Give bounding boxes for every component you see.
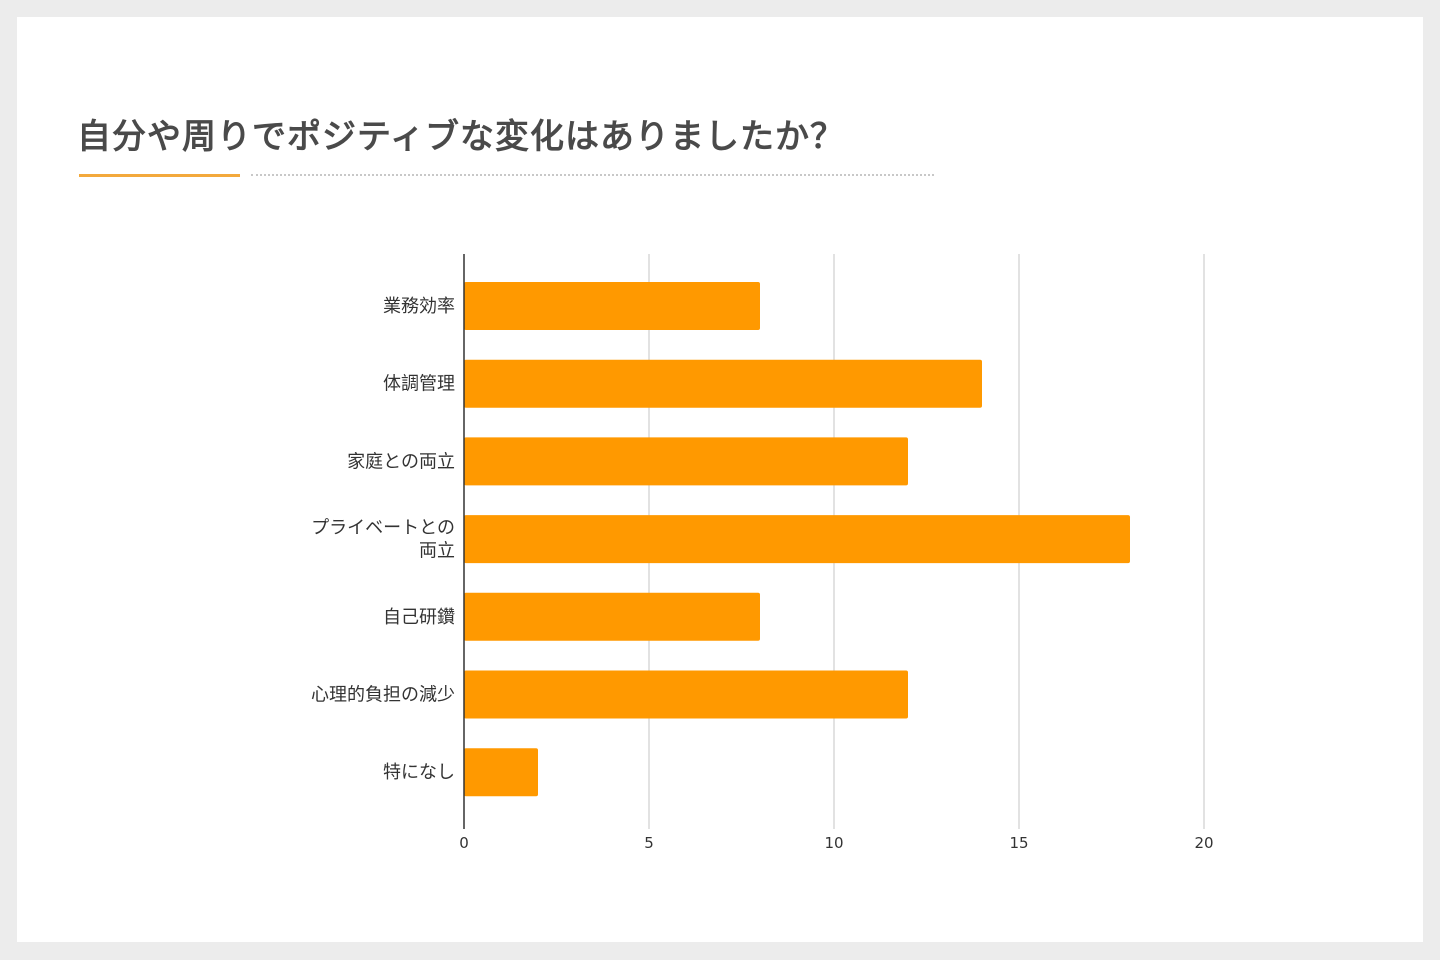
x-tick-label: 15 <box>1009 834 1028 852</box>
category-label: プライベートとの <box>311 518 455 539</box>
slide-title: 自分や周りでポジティブな変化はありましたか？ <box>77 117 845 157</box>
title-dotted-rule <box>251 174 934 176</box>
bar <box>464 592 760 641</box>
x-tick-label: 10 <box>824 834 843 852</box>
x-tick-label: 20 <box>1194 834 1213 852</box>
chart-bars <box>464 282 1130 797</box>
category-label: 自己研鑽 <box>383 607 455 628</box>
category-label: 特になし <box>383 762 455 783</box>
slide: 自分や周りでポジティブな変化はありましたか？ 業務効率体調管理家庭との両立プライ… <box>17 17 1423 942</box>
x-tick-label: 5 <box>644 834 654 852</box>
category-label: 心理的負担の減少 <box>311 685 455 706</box>
bar <box>464 670 908 719</box>
category-label: 両立 <box>419 541 455 562</box>
category-label: 体調管理 <box>383 374 455 395</box>
bar <box>464 359 982 408</box>
bar <box>464 515 1130 564</box>
bar <box>464 282 760 330</box>
horizontal-bar-chart: 業務効率体調管理家庭との両立プライベートとの両立自己研鑽心理的負担の減少特になし… <box>311 254 1214 852</box>
title-accent-underline <box>79 174 240 177</box>
bar <box>464 437 908 486</box>
bar <box>464 748 538 797</box>
x-tick-label: 0 <box>459 834 469 852</box>
category-label: 家庭との両立 <box>347 451 455 472</box>
chart-tick-labels: 0 5 10 15 20 <box>459 834 1213 852</box>
category-label: 業務効率 <box>383 296 455 317</box>
